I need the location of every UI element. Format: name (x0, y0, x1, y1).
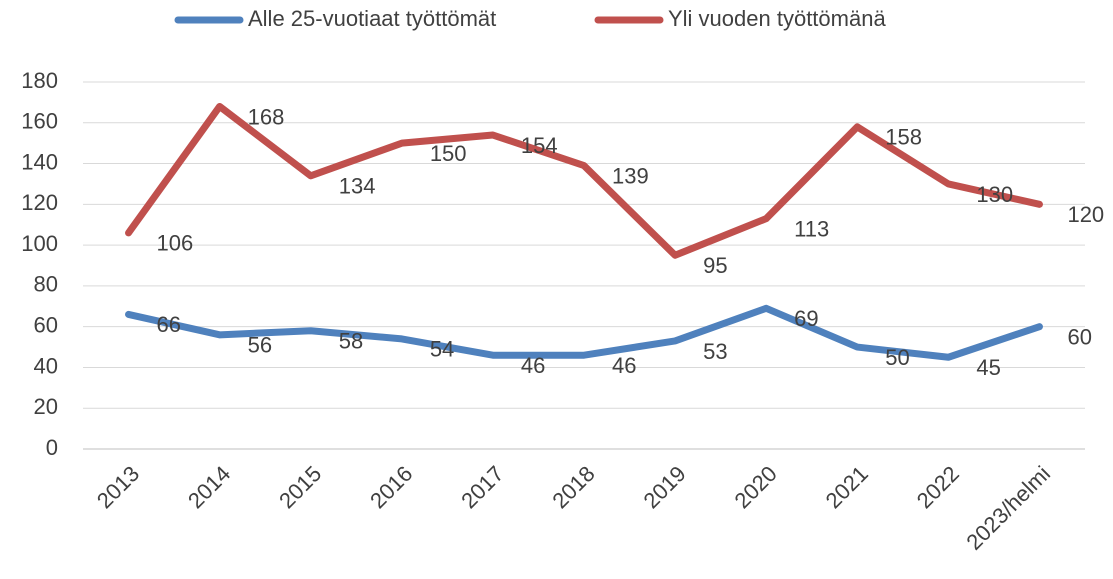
data-label: 134 (339, 174, 376, 199)
data-label: 53 (703, 339, 727, 364)
data-label: 56 (248, 333, 272, 358)
x-tick-label: 2014 (183, 461, 235, 513)
x-tick-label: 2023/helmi (961, 461, 1055, 555)
data-label: 154 (521, 133, 558, 158)
y-tick-label: 180 (21, 68, 58, 93)
data-label: 158 (885, 125, 922, 150)
y-tick-label: 40 (34, 353, 58, 378)
series-line (125, 102, 1043, 259)
y-tick-label: 140 (21, 149, 58, 174)
data-label: 46 (612, 353, 636, 378)
series-line (125, 304, 1043, 361)
data-label: 69 (794, 306, 818, 331)
data-label: 106 (157, 231, 194, 256)
data-label: 60 (1067, 324, 1091, 349)
data-label: 168 (248, 104, 285, 129)
data-label: 95 (703, 253, 727, 278)
y-tick-label: 20 (34, 394, 58, 419)
data-label: 139 (612, 163, 649, 188)
y-tick-label: 80 (34, 272, 58, 297)
y-tick-label: 60 (34, 312, 58, 337)
x-tick-label: 2022 (912, 461, 964, 513)
y-tick-label: 120 (21, 190, 58, 215)
data-label: 45 (976, 355, 1000, 380)
x-tick-label: 2018 (547, 461, 599, 513)
data-label: 58 (339, 329, 363, 354)
data-label: 66 (157, 312, 181, 337)
x-tick-label: 2020 (730, 461, 782, 513)
data-label: 54 (430, 337, 454, 362)
x-tick-label: 2019 (638, 461, 690, 513)
y-tick-label: 160 (21, 109, 58, 134)
data-label: 113 (794, 216, 829, 241)
legend-label: Yli vuoden työttömänä (668, 6, 886, 31)
y-tick-label: 0 (46, 435, 58, 460)
x-tick-label: 2021 (821, 461, 873, 513)
x-tick-label: 2015 (274, 461, 326, 513)
y-tick-label: 100 (21, 231, 58, 256)
data-label: 130 (976, 182, 1013, 207)
data-label: 46 (521, 353, 545, 378)
x-tick-label: 2016 (365, 461, 417, 513)
data-label: 150 (430, 141, 467, 166)
data-label: 120 (1067, 202, 1104, 227)
x-tick-label: 2013 (92, 461, 144, 513)
legend-label: Alle 25-vuotiaat työttömät (248, 6, 496, 31)
x-tick-label: 2017 (456, 461, 508, 513)
data-label: 50 (885, 345, 909, 370)
